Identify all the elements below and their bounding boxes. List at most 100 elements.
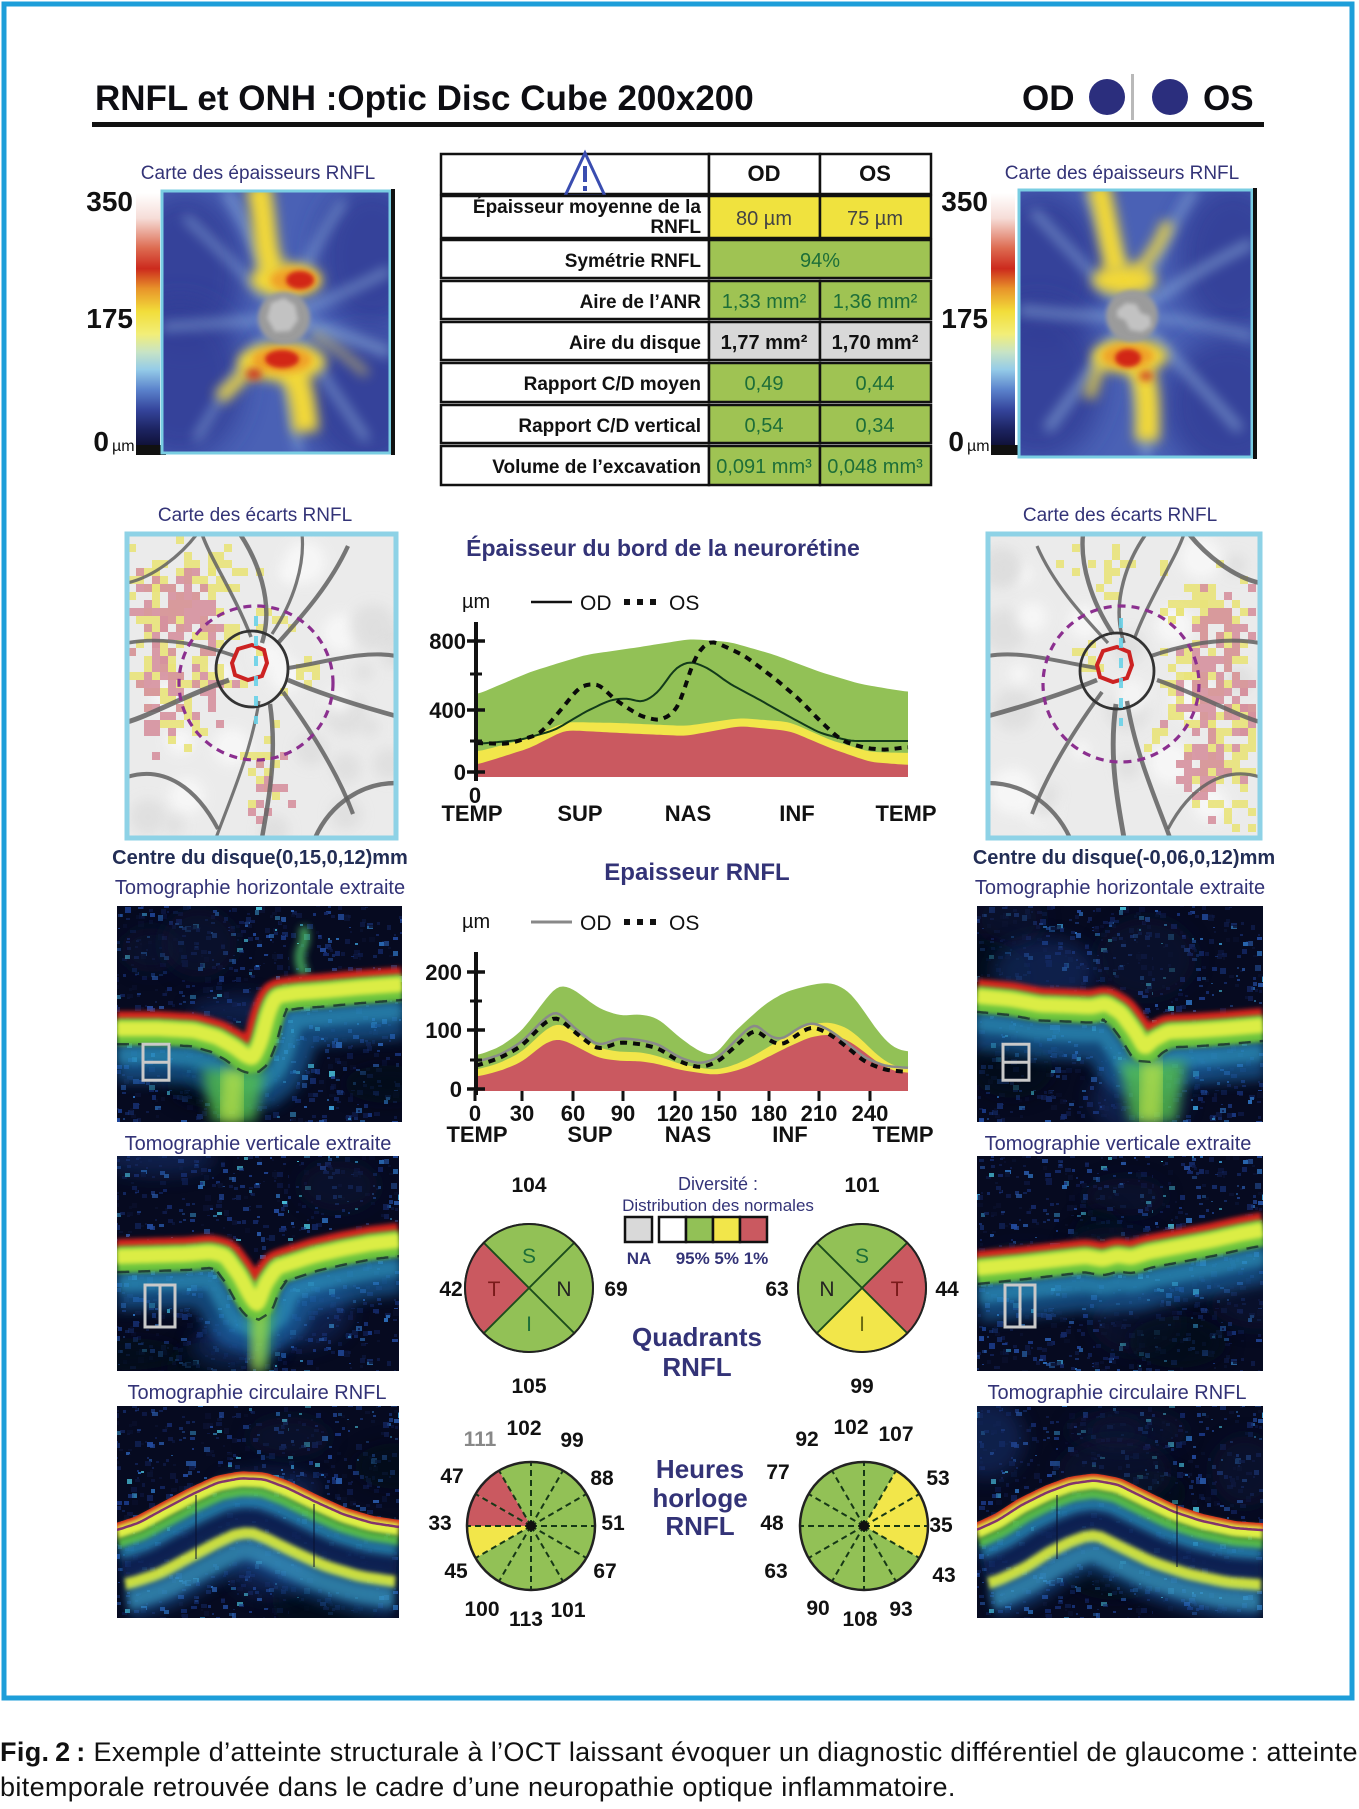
svg-text:Carte des écarts RNFL: Carte des écarts RNFL — [158, 505, 352, 526]
svg-text:105: 105 — [511, 1375, 546, 1398]
svg-text:Quadrants: Quadrants — [632, 1322, 762, 1352]
svg-text:Tomographie circulaire RNFL: Tomographie circulaire RNFL — [988, 1382, 1247, 1404]
svg-text:90: 90 — [611, 1101, 635, 1126]
svg-text:1,33 mm²: 1,33 mm² — [722, 291, 807, 313]
svg-text:Tomographie horizontale extrai: Tomographie horizontale extraite — [115, 877, 405, 899]
svg-text:N: N — [556, 1278, 571, 1301]
svg-text:I: I — [859, 1313, 865, 1336]
svg-text:240: 240 — [852, 1101, 889, 1126]
svg-text:SUP: SUP — [567, 1122, 612, 1147]
svg-text:1,70 mm²: 1,70 mm² — [832, 332, 919, 354]
svg-text:T: T — [891, 1278, 904, 1301]
svg-text:RNFL et ONH :Optic Disc Cube 2: RNFL et ONH :Optic Disc Cube 200x200 — [95, 79, 754, 118]
svg-text:µm: µm — [112, 438, 135, 455]
svg-text:NA: NA — [627, 1249, 652, 1268]
svg-text:0,34: 0,34 — [856, 415, 895, 437]
svg-text:OS: OS — [1203, 79, 1254, 118]
svg-text:77: 77 — [766, 1461, 789, 1484]
svg-text:TEMP: TEMP — [875, 801, 936, 826]
svg-text:1,36 mm²: 1,36 mm² — [833, 291, 918, 313]
svg-text:Carte des épaisseurs RNFL: Carte des épaisseurs RNFL — [141, 163, 375, 184]
svg-text:88: 88 — [590, 1467, 614, 1490]
svg-text:67: 67 — [593, 1560, 616, 1583]
svg-text:OS: OS — [669, 592, 699, 615]
svg-text:N: N — [819, 1278, 834, 1301]
svg-text:OD: OD — [748, 161, 781, 186]
svg-text:120: 120 — [657, 1101, 694, 1126]
svg-text:100: 100 — [464, 1598, 499, 1621]
svg-text:0,49: 0,49 — [745, 373, 784, 395]
svg-text:Épaisseur du bord de la neuror: Épaisseur du bord de la neurorétine — [466, 534, 860, 561]
svg-text:OD: OD — [580, 912, 612, 935]
svg-text:400: 400 — [429, 698, 466, 723]
svg-text:Distribution des normales: Distribution des normales — [622, 1196, 814, 1215]
svg-text:175: 175 — [86, 303, 133, 334]
svg-text:Aire de l’ANR: Aire de l’ANR — [580, 292, 702, 313]
svg-text:Tomographie horizontale extrai: Tomographie horizontale extraite — [975, 877, 1265, 899]
svg-text:S: S — [522, 1245, 536, 1268]
svg-text:92: 92 — [795, 1428, 818, 1451]
svg-text:175: 175 — [941, 303, 988, 334]
svg-text:0,091 mm³: 0,091 mm³ — [716, 456, 812, 478]
svg-text:47: 47 — [440, 1465, 463, 1488]
svg-text:111: 111 — [464, 1428, 497, 1451]
svg-text:Centre du disque(0,15,0,12)mm: Centre du disque(0,15,0,12)mm — [112, 847, 408, 869]
svg-text:80 µm: 80 µm — [736, 208, 792, 230]
svg-text:Carte des écarts RNFL: Carte des écarts RNFL — [1023, 505, 1217, 526]
svg-text:INF: INF — [779, 801, 814, 826]
svg-text:90: 90 — [806, 1597, 829, 1620]
svg-text:Epaisseur RNFL: Epaisseur RNFL — [604, 859, 789, 886]
svg-text:Volume de l’excavation: Volume de l’excavation — [492, 457, 701, 478]
svg-text:Rapport C/D vertical: Rapport C/D vertical — [518, 416, 701, 437]
svg-text:TEMP: TEMP — [446, 1122, 507, 1147]
svg-text:RNFL: RNFL — [665, 1511, 734, 1541]
svg-text:51: 51 — [601, 1512, 625, 1535]
svg-text:99: 99 — [850, 1375, 873, 1398]
svg-text:NAS: NAS — [665, 801, 711, 826]
svg-text:30: 30 — [510, 1101, 534, 1126]
svg-text:101: 101 — [550, 1599, 585, 1622]
svg-text:SUP: SUP — [557, 801, 602, 826]
svg-text:Tomographie circulaire RNFL: Tomographie circulaire RNFL — [128, 1382, 387, 1404]
svg-text:42: 42 — [439, 1278, 462, 1301]
svg-text:horloge: horloge — [652, 1483, 747, 1513]
svg-text:350: 350 — [86, 186, 133, 217]
svg-text:OD: OD — [1022, 79, 1075, 118]
svg-text:Rapport C/D moyen: Rapport C/D moyen — [524, 374, 701, 395]
svg-text:107: 107 — [878, 1423, 913, 1446]
svg-text:0: 0 — [450, 1077, 462, 1102]
svg-text:OD: OD — [580, 592, 612, 615]
svg-text:Tomographie verticale extraite: Tomographie verticale extraite — [125, 1133, 392, 1155]
svg-text:T: T — [488, 1278, 501, 1301]
svg-text:INF: INF — [772, 1122, 807, 1147]
svg-text:210: 210 — [801, 1101, 838, 1126]
svg-text:75 µm: 75 µm — [847, 208, 903, 230]
svg-text:101: 101 — [844, 1174, 879, 1197]
svg-text:Épaisseur moyenne de la: Épaisseur moyenne de la — [473, 196, 702, 218]
svg-text:Tomographie verticale extraite: Tomographie verticale extraite — [985, 1133, 1252, 1155]
svg-text:100: 100 — [425, 1018, 462, 1043]
svg-text:0: 0 — [93, 426, 109, 457]
svg-text:1,77 mm²: 1,77 mm² — [721, 332, 808, 354]
svg-text:99: 99 — [560, 1429, 583, 1452]
svg-text:60: 60 — [561, 1101, 585, 1126]
svg-text:48: 48 — [760, 1512, 784, 1535]
svg-text:0: 0 — [454, 760, 466, 785]
svg-text:Carte des épaisseurs RNFL: Carte des épaisseurs RNFL — [1005, 163, 1239, 184]
svg-text:TEMP: TEMP — [441, 801, 502, 826]
svg-text:95% 5% 1%: 95% 5% 1% — [676, 1249, 769, 1268]
svg-text:0,54: 0,54 — [745, 415, 784, 437]
svg-text:45: 45 — [444, 1560, 468, 1583]
svg-text:µm: µm — [967, 438, 990, 455]
svg-text:53: 53 — [926, 1467, 949, 1490]
svg-text:µm: µm — [462, 911, 490, 933]
svg-text:113: 113 — [509, 1608, 543, 1631]
svg-text:RNFL: RNFL — [662, 1352, 731, 1382]
svg-text:102: 102 — [506, 1417, 541, 1440]
svg-text:102: 102 — [833, 1416, 868, 1439]
svg-text:0,048 mm³: 0,048 mm³ — [827, 456, 923, 478]
svg-text:350: 350 — [941, 186, 988, 217]
svg-text:Aire du disque: Aire du disque — [569, 333, 701, 354]
svg-text:0: 0 — [469, 783, 481, 808]
svg-text:43: 43 — [932, 1564, 955, 1587]
